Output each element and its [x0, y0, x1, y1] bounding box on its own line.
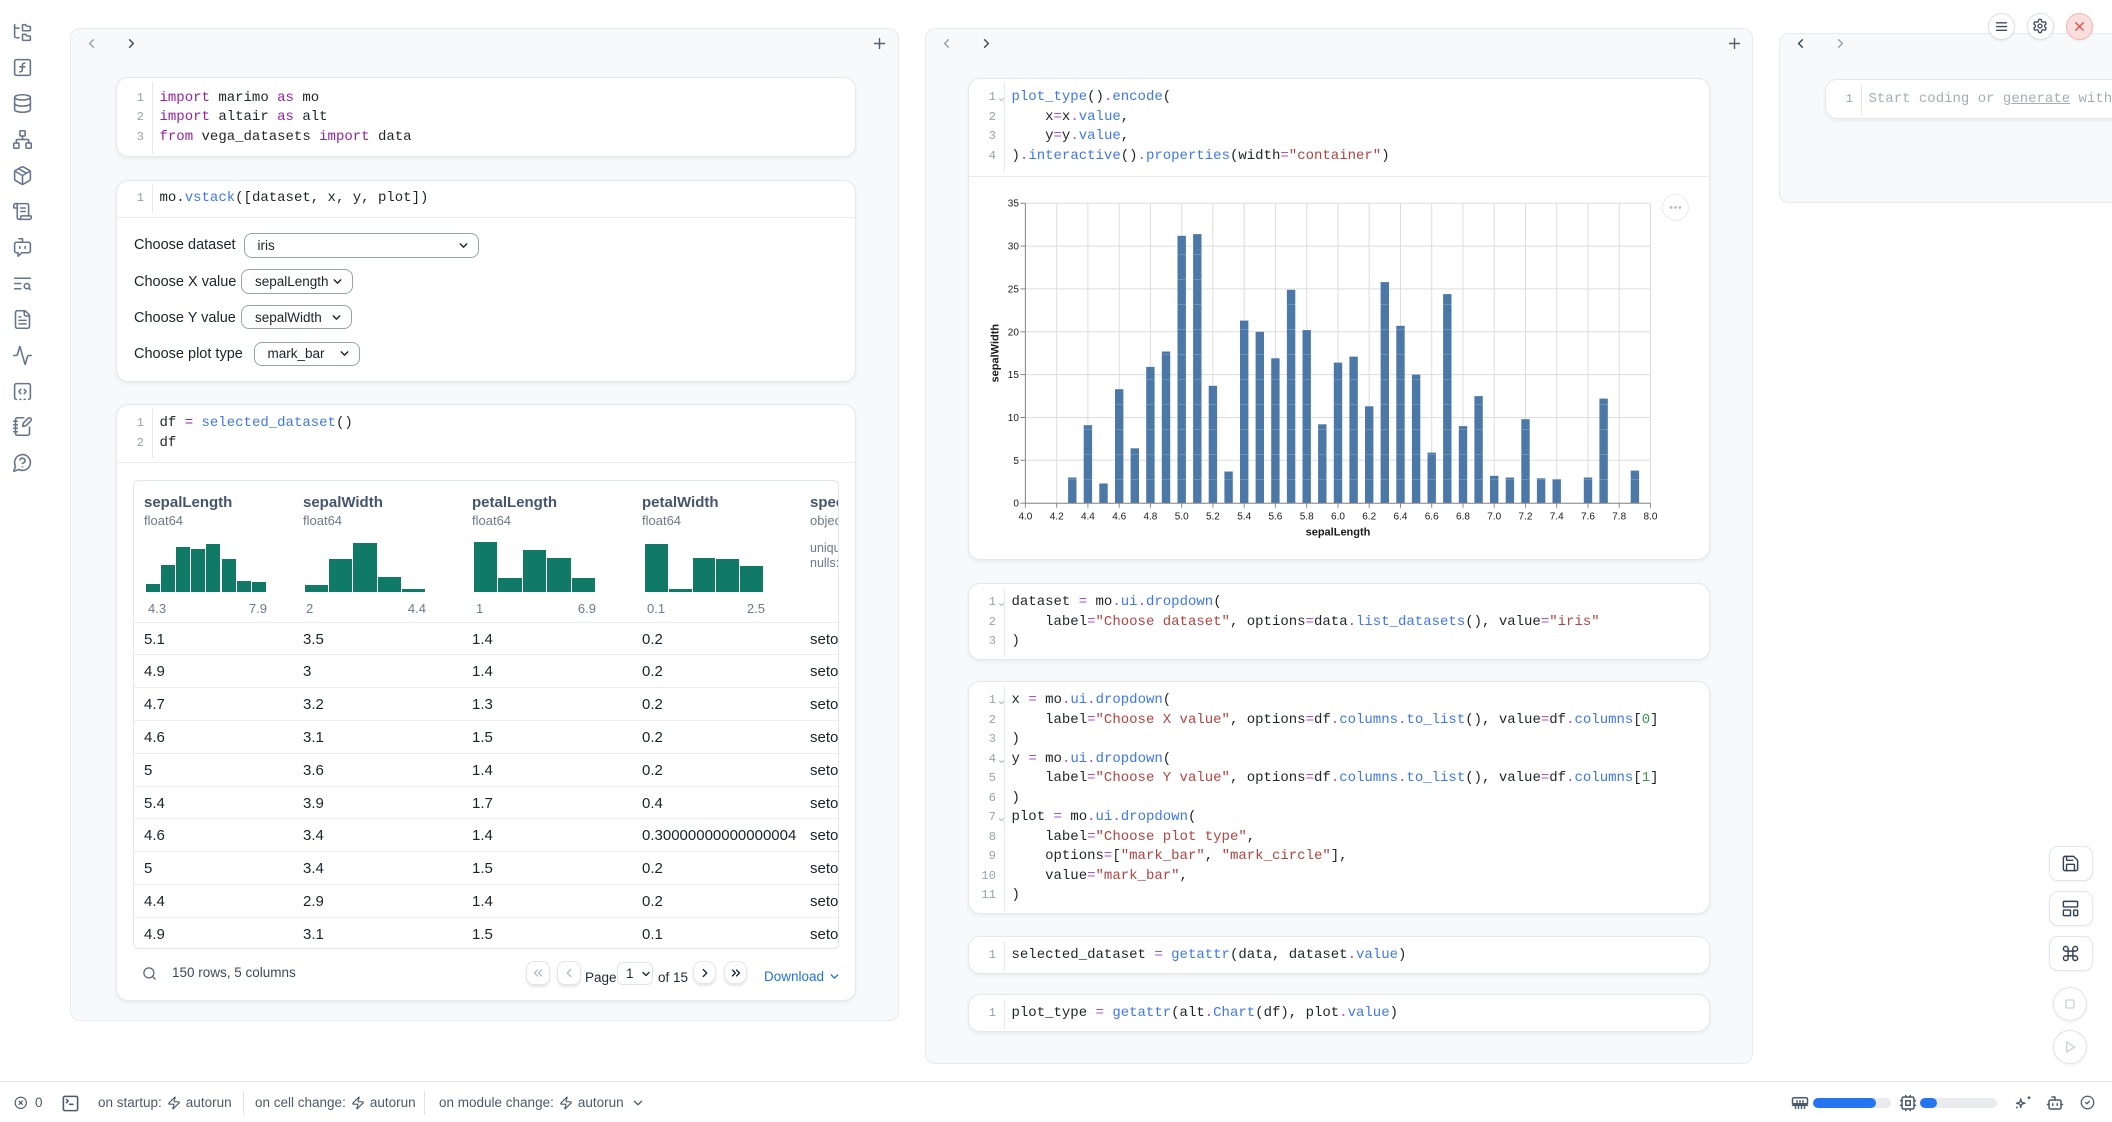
svg-text:6.0: 6.0 [1331, 512, 1345, 523]
svg-text:4.4: 4.4 [1081, 512, 1095, 523]
svg-text:7.2: 7.2 [1519, 512, 1533, 523]
svg-text:10: 10 [1008, 413, 1020, 424]
svg-text:4.6: 4.6 [1112, 512, 1126, 523]
svg-text:4.2: 4.2 [1050, 512, 1064, 523]
svg-text:15: 15 [1008, 370, 1020, 381]
svg-text:5.0: 5.0 [1175, 512, 1189, 523]
svg-text:4.8: 4.8 [1143, 512, 1157, 523]
svg-text:5.8: 5.8 [1300, 512, 1314, 523]
svg-text:7.8: 7.8 [1612, 512, 1626, 523]
svg-text:4.0: 4.0 [1018, 512, 1032, 523]
svg-text:8.0: 8.0 [1644, 512, 1658, 523]
svg-text:20: 20 [1008, 327, 1020, 338]
svg-text:7.0: 7.0 [1487, 512, 1501, 523]
svg-text:30: 30 [1008, 242, 1020, 253]
svg-text:6.4: 6.4 [1394, 512, 1408, 523]
svg-text:5.4: 5.4 [1237, 512, 1251, 523]
svg-text:6.8: 6.8 [1456, 512, 1470, 523]
svg-text:6.6: 6.6 [1425, 512, 1439, 523]
svg-text:35: 35 [1008, 199, 1020, 210]
svg-text:sepalLength: sepalLength [1306, 527, 1371, 539]
svg-text:7.4: 7.4 [1550, 512, 1564, 523]
svg-text:0: 0 [1013, 499, 1019, 510]
svg-text:5.2: 5.2 [1206, 512, 1220, 523]
svg-text:25: 25 [1008, 284, 1020, 295]
svg-text:6.2: 6.2 [1362, 512, 1376, 523]
svg-text:5: 5 [1013, 456, 1019, 467]
svg-text:5.6: 5.6 [1268, 512, 1282, 523]
svg-text:7.6: 7.6 [1581, 512, 1595, 523]
svg-text:sepalWidth: sepalWidth [989, 324, 1001, 383]
